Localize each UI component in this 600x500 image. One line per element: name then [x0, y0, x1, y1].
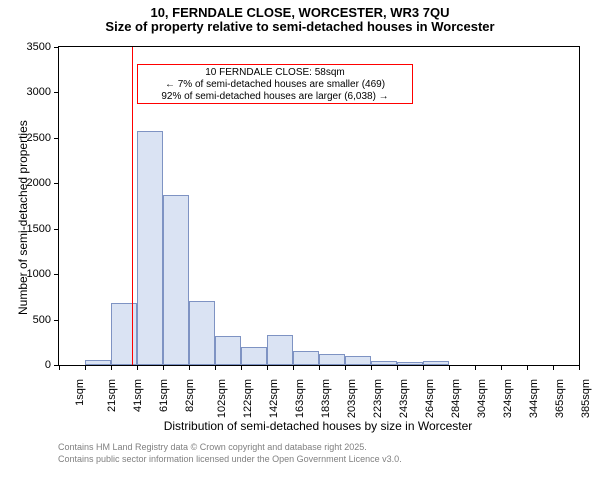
xtick-line	[397, 365, 398, 370]
xtick-line	[293, 365, 294, 370]
xtick-label: 61sqm	[158, 379, 170, 412]
xtick-label: 264sqm	[424, 379, 436, 418]
xtick-label: 102sqm	[216, 379, 228, 418]
annotation-line2: ← 7% of semi-detached houses are smaller…	[142, 79, 408, 91]
xtick-label: 385sqm	[580, 379, 592, 418]
histogram-bar	[137, 131, 163, 365]
xtick-line	[267, 365, 268, 370]
xtick-line	[59, 365, 60, 370]
ytick-label: 1000	[27, 268, 59, 280]
chart-container: 10, FERNDALE CLOSE, WORCESTER, WR3 7QU S…	[0, 0, 600, 500]
xtick-line	[449, 365, 450, 370]
xtick-line	[189, 365, 190, 370]
plot-area: 05001000150020002500300035001sqm21sqm41s…	[58, 46, 580, 366]
xtick-label: 344sqm	[528, 379, 540, 418]
ytick-label: 3500	[27, 41, 59, 53]
xtick-line	[527, 365, 528, 370]
xtick-label: 284sqm	[450, 379, 462, 418]
xtick-line	[475, 365, 476, 370]
xtick-line	[215, 365, 216, 370]
xtick-label: 365sqm	[554, 379, 566, 418]
xtick-line	[163, 365, 164, 370]
title-line2: Size of property relative to semi-detach…	[0, 20, 600, 34]
xtick-label: 243sqm	[398, 379, 410, 418]
xtick-label: 21sqm	[106, 379, 118, 412]
xtick-line	[371, 365, 372, 370]
xtick-line	[579, 365, 580, 370]
ytick-label: 3000	[27, 86, 59, 98]
histogram-bar	[319, 354, 345, 365]
xtick-line	[345, 365, 346, 370]
histogram-bar	[423, 361, 449, 365]
histogram-bar	[397, 362, 423, 365]
xtick-label: 223sqm	[372, 379, 384, 418]
xtick-label: 41sqm	[132, 379, 144, 412]
footer-line2: Contains public sector information licen…	[58, 454, 402, 464]
annotation-line3: 92% of semi-detached houses are larger (…	[142, 91, 408, 103]
histogram-bar	[189, 301, 215, 365]
title-block: 10, FERNDALE CLOSE, WORCESTER, WR3 7QU S…	[0, 0, 600, 35]
xtick-label: 183sqm	[320, 379, 332, 418]
histogram-bar	[293, 351, 319, 365]
title-line1: 10, FERNDALE CLOSE, WORCESTER, WR3 7QU	[0, 6, 600, 20]
histogram-bar	[345, 356, 371, 365]
xtick-label: 163sqm	[294, 379, 306, 418]
xtick-line	[111, 365, 112, 370]
histogram-bar	[85, 360, 111, 365]
xtick-label: 203sqm	[346, 379, 358, 418]
xtick-line	[137, 365, 138, 370]
xtick-line	[241, 365, 242, 370]
xtick-line	[423, 365, 424, 370]
y-axis-label: Number of semi-detached properties	[16, 120, 30, 315]
xtick-label: 304sqm	[476, 379, 488, 418]
xtick-label: 324sqm	[502, 379, 514, 418]
histogram-bar	[371, 361, 397, 365]
annotation-box: 10 FERNDALE CLOSE: 58sqm← 7% of semi-det…	[137, 64, 413, 104]
xtick-label: 1sqm	[74, 379, 86, 406]
xtick-label: 122sqm	[242, 379, 254, 418]
xtick-line	[319, 365, 320, 370]
footer-line1: Contains HM Land Registry data © Crown c…	[58, 442, 367, 452]
xtick-label: 142sqm	[268, 379, 280, 418]
histogram-bar	[163, 195, 189, 365]
ytick-label: 1500	[27, 223, 59, 235]
reference-line	[132, 47, 133, 365]
xtick-line	[501, 365, 502, 370]
histogram-bar	[241, 347, 267, 365]
x-axis-label: Distribution of semi-detached houses by …	[58, 419, 578, 433]
xtick-line	[553, 365, 554, 370]
ytick-label: 500	[33, 314, 59, 326]
histogram-bar	[215, 336, 241, 365]
annotation-line1: 10 FERNDALE CLOSE: 58sqm	[142, 67, 408, 79]
ytick-label: 2000	[27, 177, 59, 189]
histogram-bar	[267, 335, 293, 365]
ytick-label: 0	[45, 359, 59, 371]
xtick-line	[85, 365, 86, 370]
xtick-label: 82sqm	[184, 379, 196, 412]
ytick-label: 2500	[27, 132, 59, 144]
